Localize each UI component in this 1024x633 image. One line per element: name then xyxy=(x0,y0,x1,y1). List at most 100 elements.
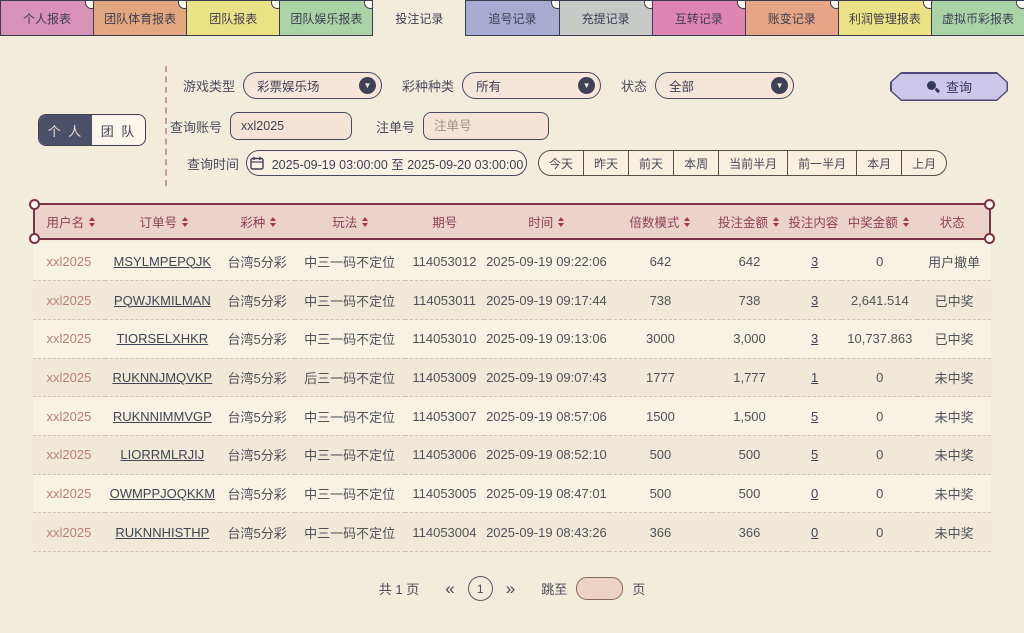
tab-label: 账变记录 xyxy=(767,11,816,26)
cell-win_amount: 0 xyxy=(842,473,918,513)
order-number-link[interactable]: LIORRMLRJIJ xyxy=(120,447,205,463)
status-select[interactable]: 全部 ▼ xyxy=(655,72,795,99)
column-header-7[interactable]: 倍数模式 xyxy=(608,212,711,231)
tab-label: 虚拟币彩报表 xyxy=(941,11,1014,26)
cell-issue: 114053010 xyxy=(404,318,485,359)
cell-issue: 114053009 xyxy=(404,357,485,397)
order-number-link[interactable]: RUKNNJMQVKP xyxy=(112,369,213,385)
column-header-label: 中奖金额 xyxy=(847,216,898,230)
order-number-link[interactable]: PQWJKMILMAN xyxy=(113,292,211,308)
game-type-select[interactable]: 彩票娱乐场 ▼ xyxy=(243,72,383,99)
column-header-6[interactable]: 时间 xyxy=(484,212,608,231)
prev-page-button[interactable]: « xyxy=(445,578,455,598)
cell-bet_content: 5 xyxy=(786,434,843,475)
tab-label: 追号记录 xyxy=(488,11,537,26)
sort-arrows-icon xyxy=(773,216,780,227)
cell-issue: 114053011 xyxy=(404,280,485,320)
column-header-4[interactable]: 玩法 xyxy=(295,212,405,231)
cell-status: 未中奖 xyxy=(917,473,991,513)
tab-item-3[interactable]: 团队报表 xyxy=(186,0,281,36)
order-number-link[interactable]: MSYLMPEPQJK xyxy=(113,253,212,269)
order-number-link[interactable]: RUKNNHISTHP xyxy=(115,524,210,540)
column-header-3[interactable]: 彩种 xyxy=(221,212,295,231)
cell-username: xxl2025 xyxy=(33,318,105,359)
bet-content-link[interactable]: 0 xyxy=(811,524,819,540)
quick-range-button[interactable]: 上月 xyxy=(902,151,946,175)
filter-row-account: 查询账号 注单号 xyxy=(170,112,550,140)
account-label: 查询账号 xyxy=(170,119,223,135)
bet-content-link[interactable]: 3 xyxy=(811,292,819,308)
tab-item-1[interactable]: 个人报表 xyxy=(0,0,95,36)
order-number-link[interactable]: RUKNNIMMVGP xyxy=(112,408,212,424)
column-header-label: 用户名 xyxy=(46,216,85,230)
quick-range-button[interactable]: 前一半月 xyxy=(788,151,858,175)
search-button[interactable]: 查询 xyxy=(890,72,1008,101)
tab-item-4[interactable]: 团队娱乐报表 xyxy=(279,0,374,36)
filter-row-time: 查询时间 2025-09-19 03:00:00 至 2025-09-20 03… xyxy=(187,150,948,176)
order-number-link[interactable]: OWMPPJOQKKM xyxy=(109,485,216,501)
cell-username: xxl2025 xyxy=(33,396,105,436)
cell-win_amount: 2,641.514 xyxy=(842,280,918,320)
tab-item-5-active[interactable]: 投注记录 xyxy=(372,0,466,36)
page-curl-icon xyxy=(364,1,373,9)
cell-issue: 114053012 xyxy=(404,242,485,281)
tab-item-11[interactable]: 虚拟币彩报表 xyxy=(930,0,1024,36)
page-curl-icon xyxy=(550,1,559,9)
lottery-category-select[interactable]: 所有 ▼ xyxy=(462,72,602,99)
next-page-button[interactable]: » xyxy=(505,578,516,598)
current-page-button[interactable]: 1 xyxy=(467,576,493,601)
tab-item-2[interactable]: 团队体育报表 xyxy=(93,0,188,36)
date-range-input[interactable]: 2025-09-19 03:00:00 至 2025-09-20 03:00:0… xyxy=(246,150,528,176)
column-header-10[interactable]: 中奖金额 xyxy=(841,212,915,231)
scope-personal-button[interactable]: 个 人 xyxy=(39,115,92,145)
cell-username: xxl2025 xyxy=(33,280,105,320)
bet-content-link[interactable]: 1 xyxy=(811,369,819,385)
order-number-label: 注单号 xyxy=(376,119,416,135)
jump-page-input[interactable] xyxy=(576,577,624,600)
tab-bar: 个人报表 团队体育报表 团队报表 团队娱乐报表 投注记录 追号记录 充提记录 互转记录 账变记录… xyxy=(0,0,1024,36)
cell-order_no: RUKNNIMMVGP xyxy=(104,396,220,436)
page-curl-icon xyxy=(85,1,94,9)
search-icon xyxy=(926,80,939,93)
quick-range-button[interactable]: 本周 xyxy=(674,151,720,175)
tab-item-9[interactable]: 账变记录 xyxy=(744,0,839,36)
search-button-fill xyxy=(892,74,1007,100)
cell-play: 后三一码不定位 xyxy=(294,357,405,397)
column-header-1[interactable]: 用户名 xyxy=(35,212,107,231)
bet-content-link[interactable]: 5 xyxy=(811,408,819,424)
cell-win_amount: 0 xyxy=(842,434,918,475)
cell-order_no: PQWJKMILMAN xyxy=(104,280,220,320)
quick-range-button[interactable]: 当前半月 xyxy=(719,151,789,175)
bet-content-link[interactable]: 5 xyxy=(811,447,819,463)
cell-multiple: 738 xyxy=(608,280,713,320)
column-header-label: 期号 xyxy=(432,216,458,230)
tab-item-10[interactable]: 利润管理报表 xyxy=(837,0,932,36)
scope-team-button[interactable]: 团 队 xyxy=(92,115,145,145)
order-number-link[interactable]: TIORSELXHKR xyxy=(116,331,209,347)
cell-bet_amount: 1,500 xyxy=(712,396,787,436)
bet-content-link[interactable]: 0 xyxy=(811,485,819,501)
tab-item-6[interactable]: 追号记录 xyxy=(465,0,560,36)
column-header-2[interactable]: 订单号 xyxy=(107,212,221,231)
quick-range-button[interactable]: 今天 xyxy=(539,151,585,175)
bet-content-link[interactable]: 3 xyxy=(811,331,819,347)
page-curl-icon xyxy=(736,1,745,9)
order-number-input[interactable] xyxy=(423,112,550,140)
table-row: xxl2025 RUKNNIMMVGP 台湾5分彩 中三一码不定位 114053007 2… xyxy=(33,396,991,436)
quick-range-button[interactable]: 前天 xyxy=(629,151,675,175)
cell-order_no: OWMPPJOQKKM xyxy=(104,473,220,513)
cell-multiple: 1500 xyxy=(608,396,713,436)
cell-time: 2025-09-19 09:13:06 xyxy=(484,318,609,359)
bet-content-link[interactable]: 3 xyxy=(811,253,819,269)
column-header-8[interactable]: 投注金额 xyxy=(711,212,785,231)
tab-item-8[interactable]: 互转记录 xyxy=(651,0,746,36)
column-header-11: 状态 xyxy=(915,212,988,231)
tab-item-7[interactable]: 充提记录 xyxy=(558,0,653,36)
account-input[interactable] xyxy=(230,112,353,140)
column-header-label: 投注金额 xyxy=(718,216,769,230)
quick-range-button[interactable]: 昨天 xyxy=(584,151,630,175)
table-row: xxl2025 LIORRMLRJIJ 台湾5分彩 中三一码不定位 114053006 2… xyxy=(33,434,991,475)
table-row: xxl2025 RUKNNJMQVKP 台湾5分彩 后三一码不定位 114053009 2… xyxy=(33,357,991,397)
quick-range-button[interactable]: 本月 xyxy=(857,151,903,175)
